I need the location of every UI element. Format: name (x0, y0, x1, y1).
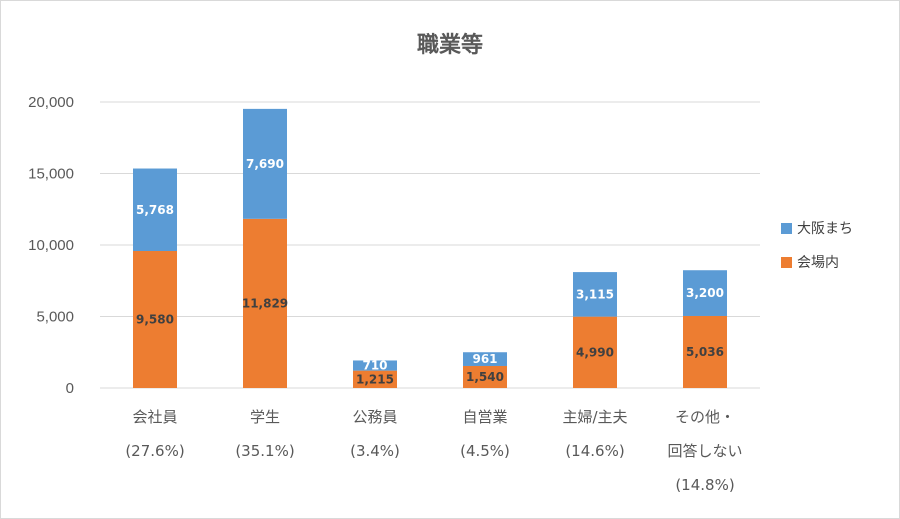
x-tick-label: (14.6%) (565, 442, 624, 460)
x-tick-label: (14.8%) (675, 476, 734, 494)
y-tick-label: 20,000 (28, 94, 74, 111)
bar-segment-osaka-machi (353, 360, 397, 371)
data-label-kaijonai: 11,829 (242, 296, 288, 310)
chart-title: 職業等 (417, 32, 483, 58)
y-tick-label: 10,000 (28, 237, 74, 254)
y-axis: 0 5,000 10,000 15,000 20,000 (28, 94, 74, 397)
data-label-kaijonai: 4,990 (576, 345, 614, 359)
legend-swatch (781, 257, 792, 268)
x-tick-label: 回答しない (667, 442, 742, 460)
y-tick-label: 15,000 (28, 166, 74, 183)
bar-segment-osaka-machi (133, 168, 177, 252)
legend-label: 会場内 (797, 255, 839, 271)
x-tick-label: (4.5%) (460, 442, 510, 460)
data-label-osaka-machi: 3,115 (576, 287, 614, 301)
x-tick-label: その他・ (675, 408, 735, 426)
x-axis: 会社員 (27.6%) 学生 (35.1%) 公務員 (3.4%) 自営業 (4.5%) 主婦/… (125, 408, 742, 494)
data-label-kaijonai: 9,580 (136, 313, 174, 327)
data-label-kaijonai: 1,215 (356, 372, 394, 386)
y-tick-label: 5,000 (36, 309, 74, 326)
data-label-kaijonai: 1,540 (466, 370, 504, 384)
bar-segment-kaijonai (133, 251, 177, 388)
y-tick-label: 0 (66, 380, 74, 397)
bar-segment-kaijonai (683, 315, 727, 388)
x-tick-label: 自営業 (462, 408, 507, 426)
gridlines (100, 101, 760, 389)
bar-segment-kaijonai (573, 316, 617, 388)
bar-segment-kaijonai (243, 218, 287, 388)
data-label-osaka-machi: 961 (472, 352, 497, 366)
x-tick-label: 会社員 (132, 408, 177, 426)
bar-segment-kaijonai (353, 370, 397, 388)
x-tick-label: 学生 (250, 408, 280, 426)
x-tick-label: 公務員 (352, 408, 397, 426)
x-tick-label: 主婦/主夫 (562, 408, 627, 426)
legend-swatch (781, 223, 792, 234)
bar-segment-osaka-machi (573, 272, 617, 317)
x-tick-label: (3.4%) (350, 442, 400, 460)
data-label-kaijonai: 5,036 (686, 345, 724, 359)
bar-segment-osaka-machi (243, 108, 287, 219)
data-label-osaka-machi: 5,768 (136, 203, 174, 217)
x-tick-label: (27.6%) (125, 442, 184, 460)
legend-label: 大阪まち (797, 221, 853, 237)
data-label-osaka-machi: 7,690 (246, 157, 284, 171)
bar-segment-kaijonai (463, 365, 507, 388)
bar-segment-osaka-machi (463, 352, 507, 366)
data-label-osaka-machi: 710 (362, 359, 387, 373)
bar-segment-osaka-machi (683, 270, 727, 316)
data-label-osaka-machi: 3,200 (686, 286, 724, 300)
x-tick-label: (35.1%) (235, 442, 294, 460)
